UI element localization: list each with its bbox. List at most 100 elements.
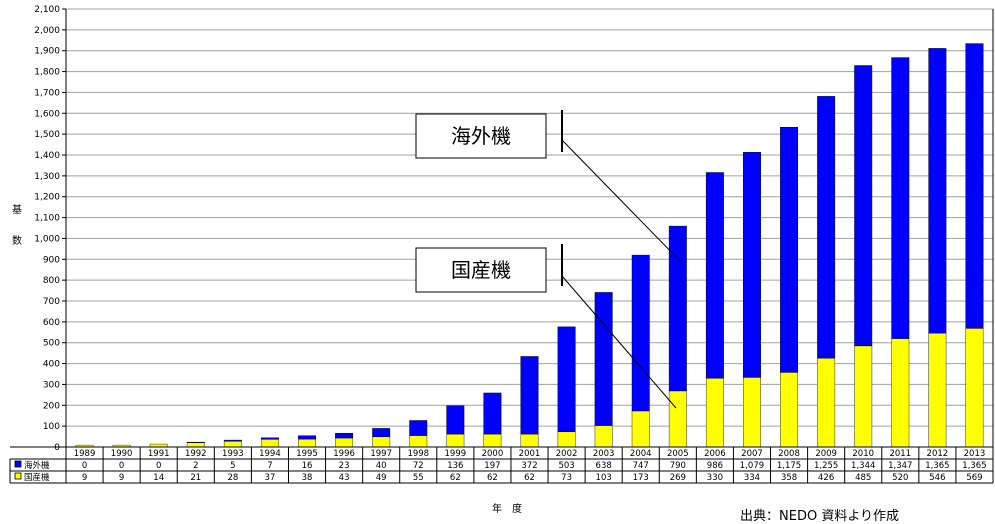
callout-domestic-label: 国産機	[451, 258, 511, 282]
bar-domestic	[223, 440, 242, 448]
legend-swatch	[14, 472, 22, 480]
table-cell: 747	[633, 461, 649, 471]
bar-overseas	[631, 254, 650, 412]
legend-label: 国産機	[24, 472, 50, 483]
legend-swatch	[14, 460, 22, 468]
table-cell: 503	[558, 461, 574, 471]
y-tick-label: 600	[43, 318, 60, 328]
bar-domestic	[928, 332, 947, 448]
data-table: 1989 1990 1991 1992 1993 1994 1995 1996 1997 1998…	[9, 446, 994, 484]
table-cell: 9	[119, 473, 124, 483]
bar-overseas	[817, 96, 836, 359]
bar-domestic	[594, 425, 613, 448]
table-cell: 1,255	[814, 461, 838, 471]
table-cell: 0	[156, 461, 161, 471]
x-tick-label: 1996	[333, 449, 355, 459]
table-cell: 55	[413, 473, 424, 483]
bar-overseas	[854, 65, 873, 347]
bar-domestic	[409, 435, 428, 448]
table-cell: 49	[376, 473, 387, 483]
table-cell: 330	[707, 473, 723, 483]
x-tick-label: 2011	[889, 449, 911, 459]
table-cell: 1,079	[740, 461, 764, 471]
y-tick-label: 400	[43, 360, 60, 370]
x-tick-label: 2009	[815, 449, 837, 459]
x-axis-label: 年 度	[492, 502, 522, 515]
table-cell: 569	[966, 473, 982, 483]
table-cell: 43	[339, 473, 350, 483]
bar-domestic	[743, 377, 761, 448]
table-cell: 520	[892, 473, 908, 483]
bar-overseas	[705, 172, 724, 379]
bar-overseas	[483, 392, 502, 435]
table-cell: 1,365	[962, 461, 986, 471]
table-cell: 1,365	[925, 461, 949, 471]
x-tick-label: 2005	[667, 449, 689, 459]
x-tick-label: 1995	[296, 449, 318, 459]
y-tick-label: 1,000	[34, 234, 60, 244]
table-cell: 23	[339, 461, 350, 471]
bar-overseas	[298, 435, 316, 440]
y-tick-label: 2,000	[34, 26, 60, 36]
table-cell: 1,175	[777, 461, 801, 471]
y-tick-label: 1,200	[34, 193, 60, 203]
source-note: 出典：NEDO 資料より作成	[740, 509, 899, 524]
y-tick-label: 1,900	[34, 47, 60, 57]
y-tick-label: 100	[43, 422, 60, 432]
x-tick-label: 1997	[370, 449, 392, 459]
bar-overseas	[965, 43, 984, 329]
bar-overseas	[372, 428, 391, 438]
table-cell: 986	[707, 461, 723, 471]
bar-domestic	[891, 338, 910, 448]
x-tick-label: 2010	[852, 449, 874, 459]
table-cell: 37	[265, 473, 276, 483]
bar-domestic	[965, 328, 984, 448]
bar-domestic	[520, 433, 539, 448]
bar-domestic	[483, 433, 502, 448]
x-tick-label: 2001	[519, 449, 541, 459]
x-tick-label: 2002	[556, 449, 578, 459]
bar-domestic	[668, 390, 687, 448]
table-cell: 136	[447, 461, 463, 471]
table-cell: 426	[818, 473, 834, 483]
callout-domestic: 国産機	[415, 244, 677, 409]
x-tick-label: 2013	[964, 449, 986, 459]
x-tick-label: 2006	[704, 449, 726, 459]
table-cell: 62	[524, 473, 535, 483]
bar-domestic	[298, 438, 316, 448]
table-cell: 7	[267, 461, 272, 471]
table-cell: 546	[929, 473, 945, 483]
bar-domestic	[780, 372, 799, 448]
table-cell: 16	[302, 461, 313, 471]
x-tick-label: 2000	[482, 449, 504, 459]
legend-label: 海外機	[24, 460, 50, 471]
bar-domestic	[446, 433, 465, 448]
y-axis-label-char-2: 数	[12, 234, 22, 247]
bar-domestic	[705, 377, 724, 448]
bar-domestic	[854, 345, 873, 448]
y-tick-label: 1,400	[34, 151, 60, 161]
callout-overseas: 海外機	[415, 110, 682, 263]
x-tick-label: 2003	[593, 449, 615, 459]
table-cell: 1,347	[888, 461, 912, 471]
table-cell: 334	[744, 473, 760, 483]
bar-overseas	[223, 439, 242, 442]
bar-domestic	[557, 431, 576, 448]
table-cell: 1,344	[851, 461, 875, 471]
table-cell: 21	[190, 473, 201, 483]
bar-overseas	[446, 405, 465, 435]
callout-overseas-label: 海外機	[451, 124, 511, 148]
x-tick-label: 1990	[111, 449, 133, 459]
y-axis: 0 100 200 300 400 500 600 700 800 900 1,000 1,100 1,…	[34, 5, 994, 453]
y-tick-label: 200	[43, 401, 60, 411]
table-cell: 638	[596, 461, 612, 471]
table-cell: 2	[193, 461, 198, 471]
table-cell: 197	[484, 461, 500, 471]
y-tick-label: 500	[43, 339, 60, 349]
x-tick-label: 2004	[630, 449, 652, 459]
table-cell: 790	[670, 461, 686, 471]
bar-overseas	[594, 292, 613, 426]
table-cell: 103	[596, 473, 612, 483]
table-cell: 72	[413, 461, 424, 471]
